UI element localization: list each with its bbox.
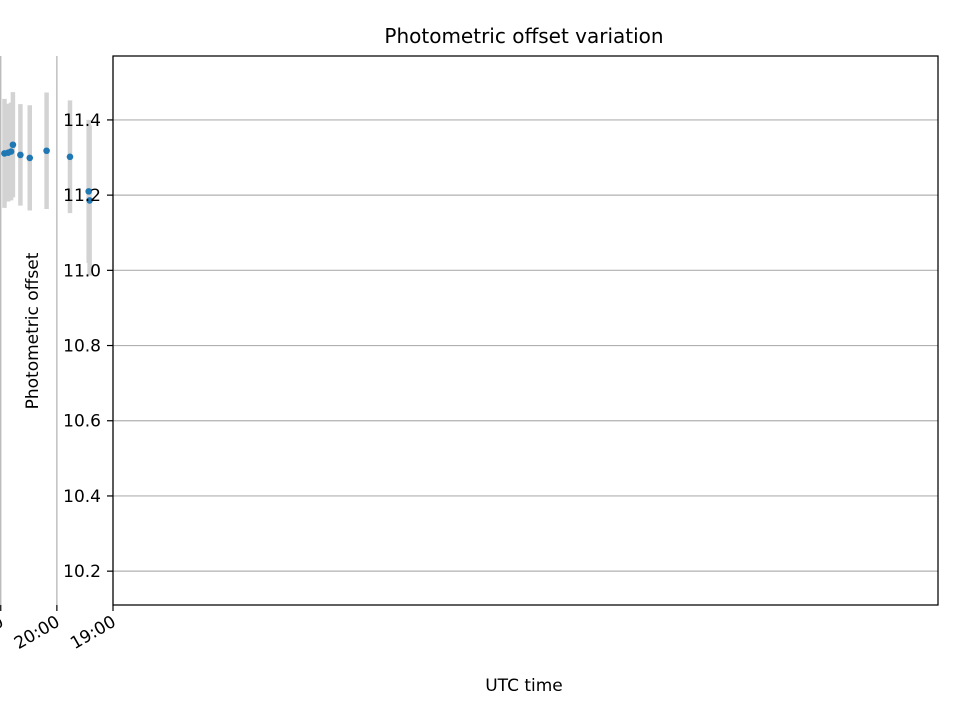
x-tick-label: 19:00 [67,612,119,654]
y-tick-label: 10.6 [63,412,101,432]
y-tick-label: 10.8 [63,337,101,357]
x-tick-label: 21:00 [0,612,7,654]
data-point [85,188,92,195]
y-tick-label: 11.2 [63,186,101,206]
x-axis-ticks: 19:0020:0021:0022:0023:0000:0001:0002:00… [0,605,120,654]
y-tick-label: 11.0 [63,261,101,281]
data-point [86,197,93,204]
y-axis-ticks: 10.2 10.4 10.6 10.8 11.0 11.2 11.4 [63,111,113,582]
error-bars [2,92,92,276]
chart-title: Photometric offset variation [384,24,663,48]
data-points [1,141,93,204]
data-point [43,147,50,155]
data-point [9,141,17,149]
data-point [66,153,74,161]
plot-frame [112,55,939,606]
data-point [1,150,8,157]
x-tick-label: 20:00 [11,612,63,654]
data-point [26,154,34,162]
y-tick-label: 10.2 [63,562,101,582]
y-tick-label: 10.4 [63,487,101,507]
x-axis-label: UTC time [485,676,563,696]
grid [0,56,938,605]
data-point [17,151,24,159]
y-axis-label: Photometric offset [23,252,43,409]
y-tick-label: 11.4 [63,111,101,131]
